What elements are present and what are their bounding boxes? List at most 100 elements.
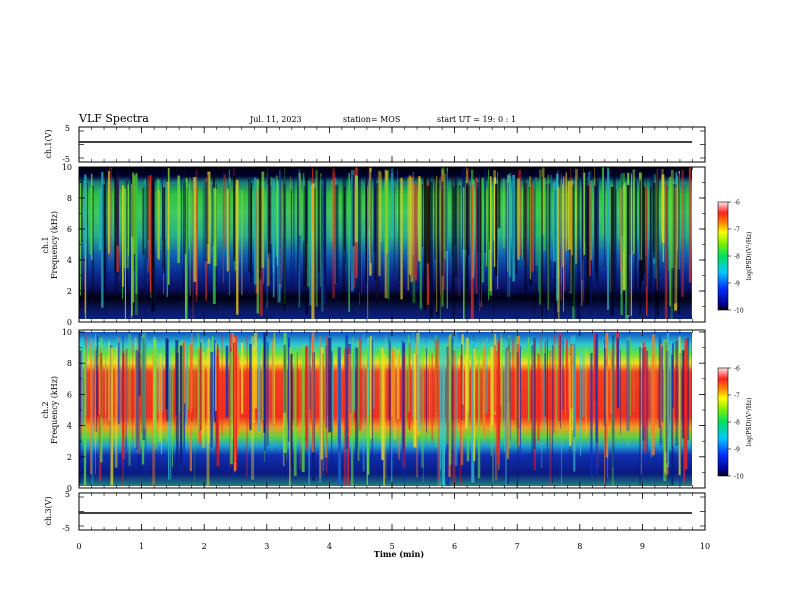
spectrogram-texture — [446, 346, 450, 486]
spectrogram-texture — [279, 170, 281, 303]
spectrogram-texture — [552, 181, 556, 262]
spectrogram-texture — [567, 181, 571, 250]
spectrogram-texture — [100, 352, 103, 418]
spectrogram-texture — [379, 344, 382, 440]
spectrogram-texture — [328, 337, 332, 433]
colorbar-ch1: -6 -7 -8 -9 -10 log(PSD)(V²/Hz) — [717, 200, 753, 315]
spectrogram-texture — [298, 169, 301, 308]
spectrogram-texture — [142, 337, 146, 441]
colorbar-tick-label: -9 — [734, 447, 740, 454]
spectrogram-texture — [166, 182, 169, 297]
spectrogram-texture — [454, 179, 458, 278]
spectrogram-texture — [629, 175, 631, 256]
spectrogram-texture — [303, 173, 305, 242]
spectrogram-texture — [575, 168, 578, 264]
spectrogram-texture — [126, 185, 129, 269]
spectrogram-texture — [287, 337, 291, 442]
spectrogram-texture — [412, 175, 413, 276]
spectrogram-texture — [125, 349, 127, 451]
spectrogram-texture — [263, 332, 266, 433]
spectrogram-texture — [273, 332, 275, 424]
spectrogram-texture — [422, 338, 424, 483]
colorbar-tick-label: -9 — [734, 281, 740, 288]
spectrogram-texture — [266, 341, 269, 446]
spectrogram-texture — [451, 172, 453, 256]
spectrogram-texture — [532, 353, 535, 427]
spectrogram-texture — [665, 350, 668, 464]
spectrogram-texture — [91, 185, 95, 299]
spectrogram-texture — [664, 182, 668, 319]
spectrogram-texture — [236, 354, 240, 436]
spectrogram-texture — [134, 337, 137, 448]
colorbar-tick-label: -8 — [734, 254, 740, 261]
spectrogram-texture — [645, 186, 647, 257]
spectrogram-texture — [654, 188, 657, 319]
spectrogram-texture — [153, 336, 156, 444]
spectrogram-texture — [270, 176, 273, 244]
time-axis-label: Time (min) — [374, 549, 424, 559]
spectrogram-texture — [562, 176, 564, 312]
spectrogram-texture — [192, 178, 194, 319]
spectrogram-texture — [90, 173, 93, 260]
spectrogram-texture — [571, 179, 574, 256]
spectrogram-texture — [179, 345, 183, 464]
spectrogram-texture — [519, 346, 521, 459]
frequency-tick-label: 2 — [67, 453, 72, 462]
spectrogram-texture — [126, 348, 128, 422]
spectrogram-texture — [683, 350, 686, 483]
spectrogram-texture — [331, 179, 334, 243]
ch1-spectrogram-ylabel-line2: Frequency (kHz) — [50, 211, 59, 279]
spectrogram-texture — [434, 173, 436, 260]
spectrogram-texture — [527, 337, 530, 422]
colorbar-ch1-scale — [717, 201, 729, 311]
spectrogram-texture — [426, 348, 427, 433]
spectrogram-texture — [476, 182, 480, 305]
spectrogram-texture — [573, 335, 576, 472]
spectrogram-texture — [234, 185, 237, 271]
spectrogram-texture — [507, 182, 509, 308]
spectrogram-texture — [650, 341, 653, 458]
spectrogram-texture — [669, 341, 672, 451]
spectrogram-texture — [375, 183, 379, 301]
spectrogram-texture — [135, 349, 139, 450]
spectrogram-texture — [585, 179, 589, 288]
spectrogram-texture — [452, 172, 453, 294]
spectrogram-texture — [510, 352, 512, 441]
spectrogram-texture — [422, 183, 423, 247]
time-tick-label: 7 — [515, 542, 520, 551]
spectrogram-texture — [590, 352, 593, 478]
spectrogram-texture — [671, 343, 675, 408]
spectrogram-texture — [538, 180, 539, 292]
spectrogram-texture — [604, 348, 607, 486]
spectrogram-texture — [451, 338, 454, 454]
spectrogram-texture — [272, 339, 275, 424]
spectrogram-texture — [200, 342, 202, 431]
spectrogram-texture — [516, 332, 518, 450]
spectrogram-texture — [171, 353, 173, 468]
spectrogram-texture — [189, 177, 191, 296]
time-tick-label: 8 — [577, 542, 582, 551]
spectrogram-texture — [305, 180, 308, 243]
time-tick-label: 3 — [264, 542, 269, 551]
spectrogram-texture — [313, 188, 317, 286]
spectrogram-texture — [216, 354, 219, 455]
spectrogram-texture — [373, 169, 377, 254]
spectrogram-texture — [394, 346, 396, 441]
spectrogram-texture — [417, 338, 421, 431]
spectrogram-texture — [95, 333, 96, 475]
spectrogram-texture — [184, 170, 186, 255]
spectrogram-texture — [493, 345, 496, 412]
spectrogram-texture — [439, 348, 442, 470]
spectrogram-texture — [201, 338, 204, 435]
spectrogram-texture — [254, 177, 257, 285]
spectrogram-texture — [445, 343, 449, 445]
spectrogram-texture — [461, 344, 463, 421]
spectrogram-texture — [389, 342, 392, 461]
spectrogram-texture — [582, 168, 584, 302]
spectrogram-texture — [293, 169, 295, 281]
spectrogram-texture — [122, 335, 124, 422]
spectrogram-texture — [188, 184, 190, 250]
spectrogram-texture — [606, 167, 610, 310]
spectrogram-texture — [396, 349, 400, 419]
